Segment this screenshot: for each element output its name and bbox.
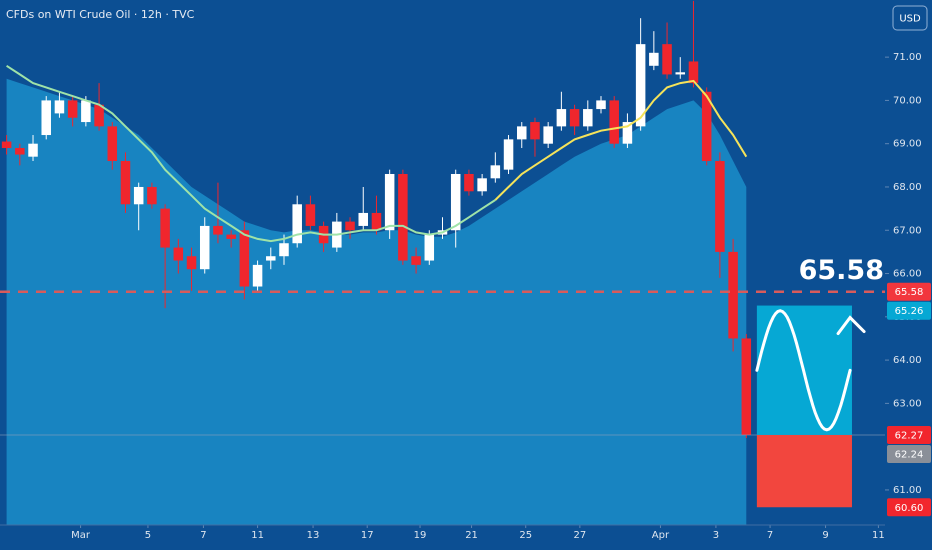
moving-average-line	[494, 79, 748, 201]
candle-body	[675, 72, 686, 75]
candle-body	[279, 243, 289, 257]
x-tick-label: 9	[822, 530, 828, 541]
candle-body	[701, 91, 712, 162]
x-tick-label: 19	[414, 530, 427, 541]
y-tick-label: 64.00	[893, 355, 922, 366]
x-tick-label: 13	[307, 530, 320, 541]
x-tick-label: Apr	[652, 530, 670, 541]
currency-button[interactable]	[892, 5, 928, 31]
chart-title: CFDs on WTI Crude Oil · 12h · TVC	[6, 8, 195, 21]
candle-body	[583, 109, 593, 127]
candle-body	[345, 221, 355, 231]
ema-area	[6, 78, 747, 526]
price-tag	[887, 444, 931, 463]
candle-body	[266, 256, 276, 261]
candle-body	[239, 230, 250, 287]
candle-body	[741, 338, 752, 435]
x-tick-label: 7	[200, 530, 206, 541]
price-tag-label: 65.26	[895, 306, 924, 317]
candle-body	[398, 173, 408, 261]
x-tick-label: 11	[251, 530, 264, 541]
wave-drawing	[755, 309, 852, 432]
moving-average-line	[6, 64, 496, 243]
candle-body	[133, 186, 144, 205]
candle-body	[688, 61, 699, 84]
wave-arrowhead	[836, 315, 866, 336]
candle-body	[464, 173, 474, 192]
candle-body	[305, 204, 316, 226]
price-tag	[887, 425, 931, 444]
candle-body	[173, 247, 184, 261]
candle-body	[186, 256, 197, 270]
candle-body	[450, 173, 461, 231]
currency-label[interactable]: USD	[899, 14, 921, 25]
candle-body	[28, 143, 38, 157]
candle-body	[596, 100, 606, 110]
alert-label: 65.58	[799, 255, 884, 286]
x-tick-label: 21	[465, 530, 478, 541]
candle-body	[226, 234, 236, 239]
candle-body	[662, 44, 672, 75]
candle-body	[622, 122, 633, 144]
candle-body	[54, 100, 65, 114]
candle-body	[530, 122, 540, 140]
candle-body	[94, 104, 104, 127]
candle-body	[213, 225, 223, 235]
candle-body	[107, 126, 118, 162]
candle-body	[292, 204, 302, 244]
candle-body	[649, 52, 659, 66]
y-tick-label: 71.00	[893, 52, 922, 63]
candle-body	[358, 212, 369, 226]
candle-body	[160, 208, 170, 248]
price-tag	[887, 301, 931, 320]
candle-body	[516, 126, 527, 140]
x-tick-label: 11	[872, 530, 885, 541]
y-tick-label: 61.00	[893, 485, 922, 496]
y-tick-label: 67.00	[893, 225, 922, 236]
price-tag-label: 65.58	[895, 287, 924, 298]
candle-body	[67, 100, 78, 118]
candle-body	[424, 234, 435, 261]
candle-body	[199, 225, 210, 270]
candle-body	[569, 109, 580, 127]
price-tag	[887, 282, 931, 301]
candle-body	[728, 251, 738, 339]
candle-body	[41, 100, 51, 136]
x-tick-label: Mar	[71, 530, 91, 541]
y-tick-label: 66.00	[893, 269, 922, 280]
candle-body	[477, 178, 487, 192]
price-tag-label: 60.60	[895, 503, 924, 514]
y-tick-label: 63.00	[893, 398, 922, 409]
candle-body	[1, 141, 12, 149]
candle-body	[609, 100, 619, 144]
stop-box	[756, 434, 852, 508]
candle-body	[715, 161, 725, 252]
y-tick-label: 69.00	[893, 139, 922, 150]
x-tick-label: 7	[767, 530, 773, 541]
y-tick-label: 68.00	[893, 182, 922, 193]
candle-body	[81, 100, 91, 123]
candle-body	[411, 256, 421, 265]
price-tag	[887, 498, 931, 517]
x-tick-label: 25	[519, 530, 532, 541]
x-tick-label: 5	[145, 530, 151, 541]
price-tag-label: 62.24	[895, 449, 924, 460]
candle-body	[543, 126, 553, 144]
candle-body	[252, 264, 263, 287]
x-tick-label: 17	[361, 530, 374, 541]
candle-body	[635, 44, 646, 127]
candle-body	[147, 186, 157, 205]
x-tick-label: 3	[713, 530, 719, 541]
price-tag-label: 62.27	[895, 430, 924, 441]
candle-body	[120, 161, 131, 205]
candle-body	[15, 148, 25, 155]
candle-body	[490, 165, 501, 179]
y-tick-label: 70.00	[893, 95, 922, 106]
candle-body	[371, 212, 382, 231]
candle-body	[503, 139, 514, 170]
candle-body	[556, 109, 567, 127]
candle-body	[384, 173, 395, 231]
x-tick-label: 27	[574, 530, 587, 541]
